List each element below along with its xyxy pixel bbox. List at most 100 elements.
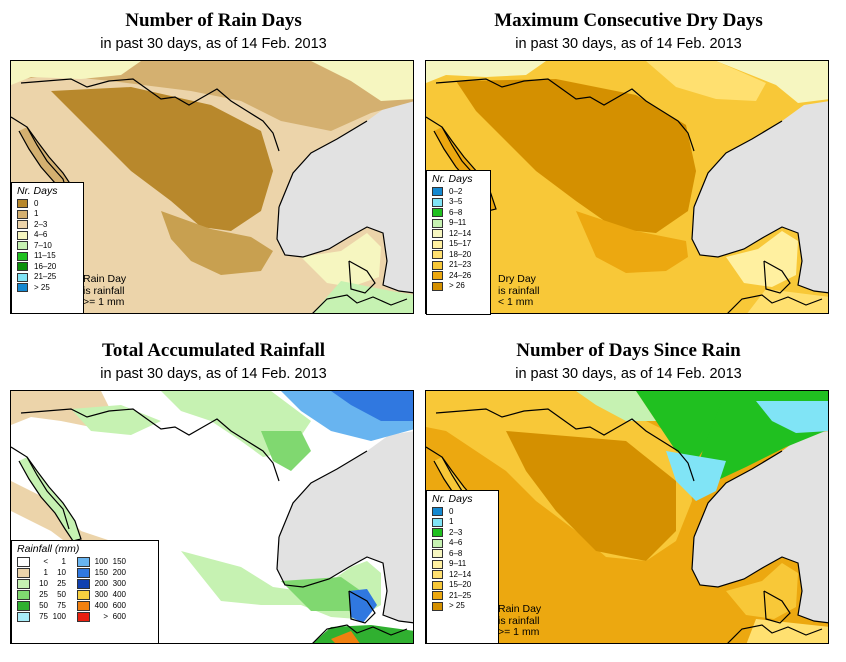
map-max-dry-days xyxy=(425,60,829,314)
legend-label: 0–2 xyxy=(449,186,463,196)
legend-item: 21–25 xyxy=(12,272,83,283)
legend-item: 2–3 xyxy=(427,528,498,539)
legend-range-low: 10 xyxy=(39,579,48,588)
legend-swatch xyxy=(432,260,443,270)
legend-swatch xyxy=(432,570,443,580)
legend-swatch xyxy=(17,601,30,611)
legend-label: 24–26 xyxy=(449,270,472,280)
legend-range-high: 1 xyxy=(61,557,66,566)
legend-item: <1 xyxy=(12,557,66,568)
legend-range-low: 150 xyxy=(94,568,108,577)
legend-swatch xyxy=(432,208,443,218)
legend-item: 15–17 xyxy=(427,239,490,250)
legend-item: 10 25 xyxy=(12,579,66,590)
legend-item: 24–26 xyxy=(427,271,490,282)
panel-max-dry-days: Maximum Consecutive Dry Days in past 30 … xyxy=(421,4,836,332)
legend-range-low: 50 xyxy=(39,601,48,610)
note-line: >= 1 mm xyxy=(498,626,540,638)
panel-rain-days: Number of Rain Days in past 30 days, as … xyxy=(6,4,421,332)
legend-item: 12–14 xyxy=(427,229,490,240)
legend-item: 1 xyxy=(12,209,83,220)
legend-item: 1 xyxy=(427,517,498,528)
definition-note: Rain Day is rainfall >= 1 mm xyxy=(83,273,127,309)
legend-days-since-rain: Nr. Days 0 1 2–3 4–6 6–8 9–11 12–14 15–20 21–25 >… xyxy=(426,490,499,644)
legend-swatch xyxy=(17,199,28,209)
legend-item: 9–11 xyxy=(427,218,490,229)
legend-label: 4–6 xyxy=(34,230,48,240)
note-line: Rain Day xyxy=(498,603,542,615)
legend-item: 200 300 xyxy=(72,579,126,590)
legend-swatch xyxy=(17,209,28,219)
legend-item: 0–2 xyxy=(427,187,490,198)
legend-range-low: 1 xyxy=(43,568,48,577)
legend-swatch xyxy=(17,612,30,622)
legend-range-low: 100 xyxy=(94,557,108,566)
legend-range-low: 300 xyxy=(94,590,108,599)
legend-item: 16–20 xyxy=(12,262,83,273)
panel-title: Number of Rain Days xyxy=(125,10,302,31)
legend-items: 0 1 2–3 4–6 7–10 11–15 16–20 21–25 > 25 xyxy=(12,199,83,294)
legend-dry-days: Nr. Days 0–2 3–5 6–8 9–11 12–14 15–17 18–20 21–… xyxy=(426,170,491,315)
legend-range-high: 50 xyxy=(57,590,66,599)
legend-swatch xyxy=(432,197,443,207)
legend-swatch xyxy=(77,601,90,611)
legend-item: 0 xyxy=(12,199,83,210)
legend-range-high: 400 xyxy=(112,590,126,599)
legend-label: 15–17 xyxy=(449,239,472,249)
legend-item: 100 150 xyxy=(72,557,126,568)
legend-swatch xyxy=(432,281,443,291)
legend-grid: <1 1 10 10 25 25 50 50 75 75 100 100 150 150 200 200 30… xyxy=(12,557,158,623)
legend-item: 6–8 xyxy=(427,208,490,219)
note-line: is rainfall xyxy=(498,284,540,297)
legend-item: 2–3 xyxy=(12,220,83,231)
legend-label: 9–11 xyxy=(449,559,467,569)
legend-label: > 25 xyxy=(34,282,50,292)
note-line: Rain Day xyxy=(83,273,127,285)
legend-column-left: <1 1 10 10 25 25 50 50 75 75 100 xyxy=(12,557,66,623)
legend-swatch xyxy=(77,579,90,589)
legend-swatch xyxy=(432,580,443,590)
legend-label: 0 xyxy=(34,198,39,208)
legend-range-low: 25 xyxy=(39,590,48,599)
legend-swatch xyxy=(432,549,443,559)
note-line: < 1 mm xyxy=(498,296,534,308)
panel-subtitle: in past 30 days, as of 14 Feb. 2013 xyxy=(100,36,327,52)
legend-item: > 25 xyxy=(12,283,83,294)
legend-swatch xyxy=(432,271,443,281)
panel-title: Number of Days Since Rain xyxy=(516,340,741,361)
legend-range-high: 200 xyxy=(112,568,126,577)
legend-range-high: 100 xyxy=(52,612,66,621)
legend-swatch xyxy=(432,559,443,569)
legend-title: Nr. Days xyxy=(432,493,473,505)
legend-swatch xyxy=(17,272,28,282)
legend-label: 16–20 xyxy=(34,261,57,271)
legend-label: 7–10 xyxy=(34,240,52,250)
legend-item: 300 400 xyxy=(72,590,126,601)
legend-swatch xyxy=(17,262,28,272)
legend-range-low: 75 xyxy=(39,612,48,621)
legend-item: 18–20 xyxy=(427,250,490,261)
map-total-rainfall xyxy=(10,390,414,644)
legend-item: 6–8 xyxy=(427,549,498,560)
legend-item: 9–11 xyxy=(427,559,498,570)
legend-swatch xyxy=(432,218,443,228)
legend-range-high: 600 xyxy=(112,601,126,610)
legend-range-high: 25 xyxy=(57,579,66,588)
legend-swatch xyxy=(17,230,28,240)
legend-label: 6–8 xyxy=(449,548,463,558)
legend-swatch xyxy=(77,590,90,600)
legend-swatch xyxy=(432,591,443,601)
legend-item: 150 200 xyxy=(72,568,126,579)
legend-item: 75 100 xyxy=(12,612,66,623)
legend-range-high: 300 xyxy=(112,579,126,588)
legend-swatch xyxy=(77,612,90,622)
legend-item: 15–20 xyxy=(427,580,498,591)
legend-swatch xyxy=(432,239,443,249)
legend-title: Rainfall (mm) xyxy=(17,543,80,555)
legend-swatch xyxy=(77,557,90,567)
definition-note: Rain Day is rainfall >= 1 mm xyxy=(498,603,542,639)
legend-range-high: 150 xyxy=(112,557,126,566)
legend-range-low: > xyxy=(103,612,108,621)
legend-item: 1 10 xyxy=(12,568,66,579)
legend-label: > 25 xyxy=(449,601,465,611)
